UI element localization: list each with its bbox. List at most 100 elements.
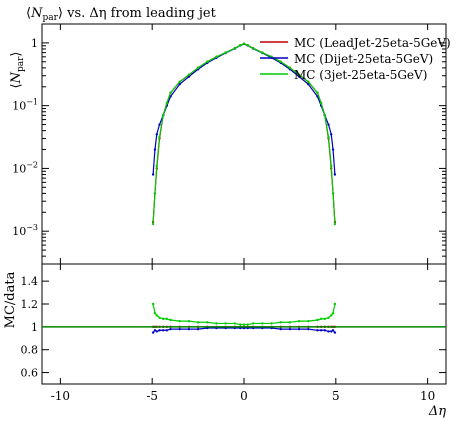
series-3-point: [206, 60, 209, 63]
series-3-point: [297, 73, 301, 77]
ratio-2-point: [153, 329, 157, 332]
ratio-3-point: [251, 322, 255, 325]
ratio-y-tick-label: 1: [31, 321, 38, 334]
series-3-point: [331, 192, 335, 195]
ratio-3-point: [323, 317, 326, 321]
series-2-point: [297, 75, 301, 78]
series-2-point: [327, 123, 330, 126]
series-3-point: [165, 101, 169, 105]
x-tick-label: 5: [332, 389, 340, 403]
series-2-point: [153, 148, 157, 151]
ratio-series-group: [42, 302, 446, 334]
series-3-point: [279, 60, 282, 63]
top-series-group: [151, 42, 337, 226]
ratio-3-point: [279, 321, 282, 324]
ratio-3-point: [242, 323, 246, 326]
series-2-point: [187, 75, 191, 78]
series-3-point: [233, 47, 237, 50]
ratio-3-point: [206, 321, 209, 324]
ratio-2-point: [151, 331, 155, 334]
ratio-2-point: [187, 327, 191, 331]
ratio-3-point: [333, 302, 337, 306]
ratio-2-point: [331, 329, 335, 332]
series-3-point: [155, 164, 158, 168]
ratio-2-point: [323, 329, 326, 332]
ratio-2-point: [307, 327, 310, 331]
legend-label-3: MC (3jet-25eta-5GeV): [294, 68, 427, 82]
ratio-2-point: [162, 329, 165, 332]
ratio-3-point: [246, 323, 249, 326]
ratio-y-tick-label: 1.4: [21, 275, 39, 288]
series-2-point: [178, 82, 181, 86]
ratio-3-point: [162, 317, 165, 321]
series-3-point: [261, 51, 264, 54]
x-axis-label: Δη: [428, 404, 446, 419]
series-3-point: [242, 42, 246, 45]
ratio-3-point: [155, 314, 158, 317]
legend-label-1: MC (LeadJet-25eta-5GeV): [294, 36, 451, 50]
top-y-axis-label: ⟨Npar⟩: [9, 52, 26, 89]
series-2-point: [151, 173, 155, 176]
series-3-point: [316, 91, 319, 95]
chart-title: ⟨Npar⟩ vs. Δη from leading jet: [26, 6, 217, 23]
ratio-3-point: [327, 316, 330, 319]
ratio-2-point: [279, 327, 282, 331]
ratio-3-point: [165, 317, 169, 321]
ratio-3-point: [169, 318, 172, 322]
ratio-2-point: [196, 327, 200, 331]
series-3-point: [224, 51, 227, 54]
legend: MC (LeadJet-25eta-5GeV) MC (Dijet-25eta-5…: [260, 36, 451, 82]
x-tick-label: 0: [240, 389, 248, 403]
series-2-point: [158, 123, 161, 126]
ratio-3-point: [261, 322, 264, 325]
ratio-2-point: [165, 329, 169, 332]
ratio-3-point: [151, 302, 155, 306]
ratio-2-point: [297, 327, 301, 331]
x-tick-label: 10: [420, 389, 435, 403]
series-3-point: [215, 55, 218, 59]
ratio-2-point: [319, 329, 323, 332]
ratio-2-point: [333, 331, 337, 334]
series-3-point: [151, 222, 155, 226]
ratio-3-point: [319, 317, 323, 321]
ratio-y-tick-label: 0.8: [21, 344, 39, 357]
ratio-3-point: [316, 318, 319, 322]
series-3-point: [251, 47, 255, 50]
top-y-tick-label: 10−3: [12, 223, 38, 238]
ratio-3-point: [307, 319, 310, 323]
ratio-y-axis-label: MC/data: [3, 271, 18, 328]
ratio-y-tick-label: 0.6: [21, 367, 39, 380]
ratio-y-tick-label: 1.2: [21, 298, 39, 311]
series-2-point: [330, 133, 333, 136]
series-3-point: [333, 222, 337, 226]
series-3-point: [196, 66, 200, 70]
series-2-point: [307, 82, 310, 86]
top-y-tick-label: 10−2: [12, 160, 38, 175]
ratio-3-point: [233, 322, 237, 325]
series-3-point: [153, 192, 157, 195]
series-2-point: [331, 148, 335, 151]
top-y-tick-label: 10−1: [12, 98, 38, 113]
legend-label-2: MC (Dijet-25eta-5GeV): [294, 52, 433, 66]
ratio-2-point: [158, 329, 161, 332]
ratio-3-point: [187, 319, 191, 323]
series-2-point: [333, 173, 337, 176]
ratio-3-point: [158, 316, 161, 319]
series-3-point: [323, 114, 326, 117]
ratio-3-point: [224, 322, 227, 325]
top-y-axis: 1 10−1 10−2 10−3: [12, 23, 446, 265]
ratio-3-point: [153, 311, 157, 315]
series-3-point: [319, 101, 323, 105]
ratio-2-point: [330, 330, 333, 333]
ratio-2-point: [327, 330, 330, 333]
ratio-3-point: [178, 319, 181, 323]
ratio-3-point: [270, 322, 273, 325]
ratio-2-point: [316, 329, 319, 332]
ratio-2-point: [155, 330, 158, 333]
ratio-3-point: [215, 322, 218, 325]
ratio-3-point: [288, 321, 292, 324]
x-axis: -10 -5 0 5 10: [51, 24, 435, 403]
series-3-point: [246, 43, 249, 47]
top-y-tick-label: 1: [31, 37, 38, 50]
